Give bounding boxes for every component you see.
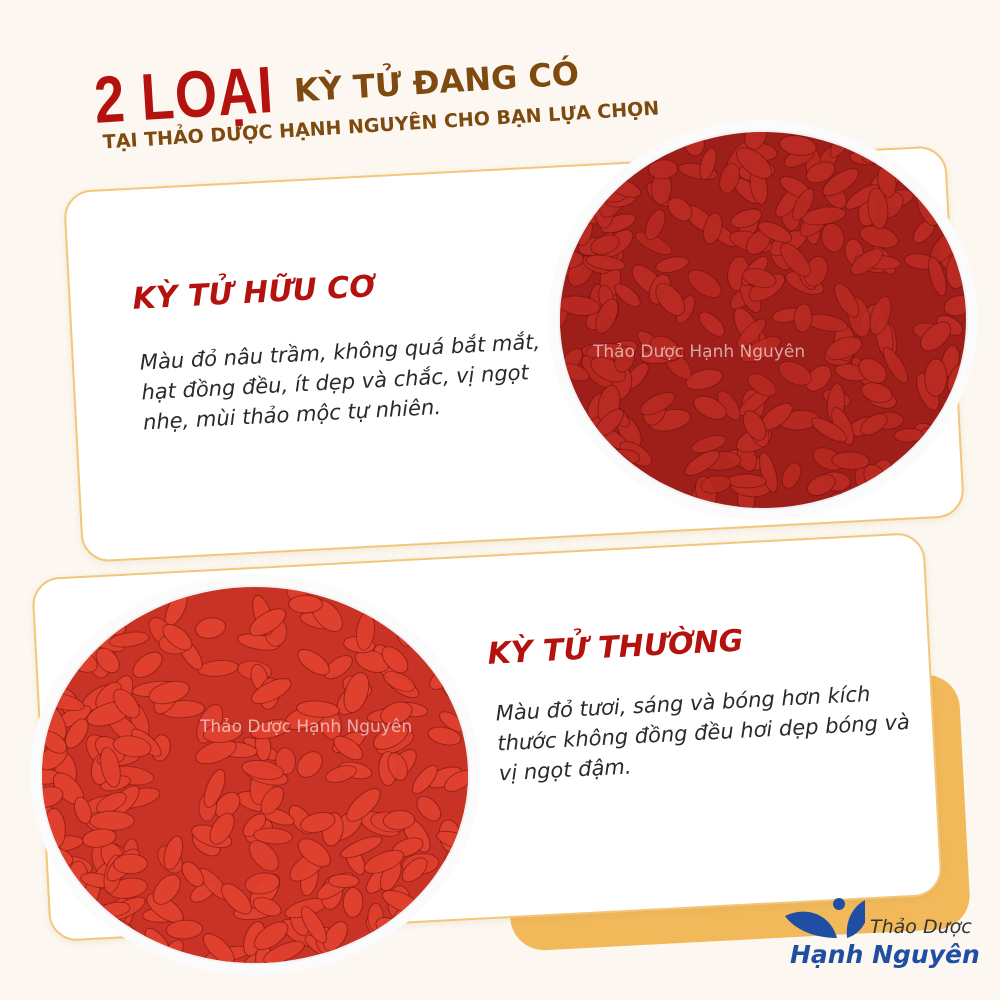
leaf-icon xyxy=(785,898,865,938)
watermark: Thảo Dược Hạnh Nguyên xyxy=(200,717,413,737)
card-description: Màu đỏ nâu trầm, không quá bắt mắt, hạt … xyxy=(139,329,541,435)
berries-image xyxy=(560,132,966,508)
card-title: KỲ TỬ THƯỜNG xyxy=(486,623,745,672)
page-heading: 2 LOẠI KỲ TỬ ĐANG CÓ TẠI THẢO DƯỢC HẠNH … xyxy=(92,49,660,153)
logo-line1: Thảo Dược xyxy=(870,916,972,938)
logo-line2: Hạnh Nguyên xyxy=(790,940,980,969)
card-description: Màu đỏ tươi, sáng và bóng hơn kích thước… xyxy=(495,681,911,786)
organic-goji-image: Thảo Dược Hạnh Nguyên xyxy=(548,120,978,520)
card-title: KỲ TỬ HỮU CƠ xyxy=(131,269,376,317)
berries-image xyxy=(42,587,468,963)
regular-goji-image: Thảo Dược Hạnh Nguyên xyxy=(30,575,480,975)
heading-line1: KỲ TỬ ĐANG CÓ xyxy=(292,54,581,110)
watermark: Thảo Dược Hạnh Nguyên xyxy=(593,342,806,362)
brand-logo: Thảo Dược Hạnh Nguyên xyxy=(775,888,980,978)
